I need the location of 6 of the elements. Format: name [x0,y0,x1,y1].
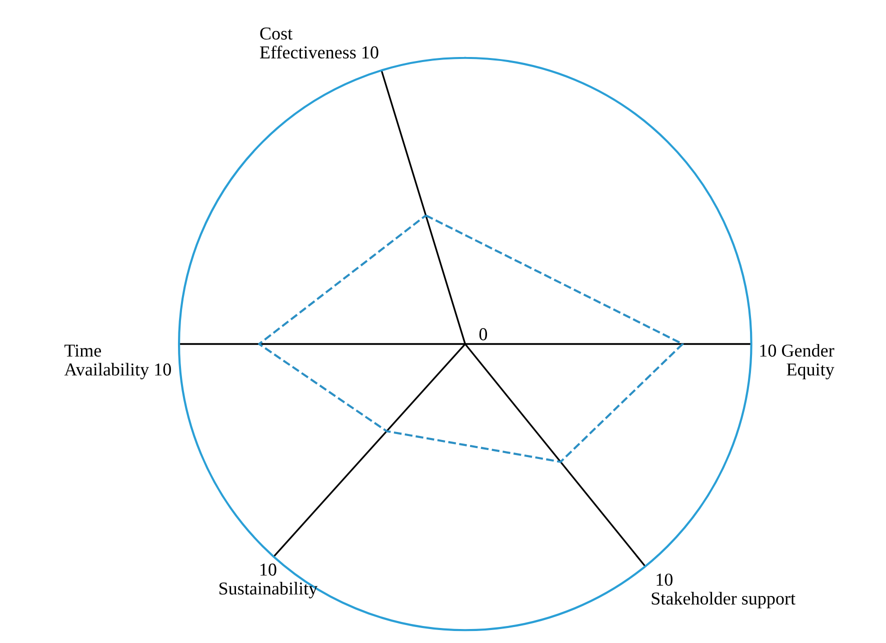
spoke-label: 10 Sustainability [220,564,318,598]
spoke-label: Time Availability 10 [64,344,171,380]
spoke-label: 10 Gender Equity [760,344,834,380]
spoke-label: Cost Effectiveness 10 [260,27,378,58]
text: 0 [479,328,488,340]
spoke-label: 10 Stakeholder support [652,574,796,608]
